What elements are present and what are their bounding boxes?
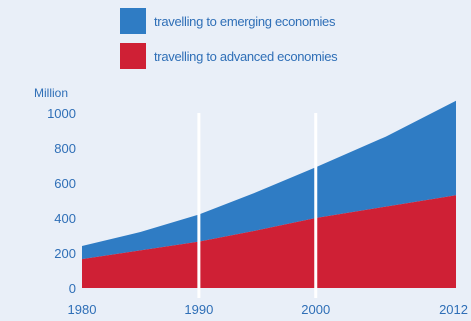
legend: travelling to emerging economies travell… [120, 8, 338, 78]
x-tick-label: 1990 [184, 302, 213, 317]
series-area-emerging [82, 100, 456, 260]
x-axis-ticks: 1980 1990 2000 2012 [68, 302, 468, 317]
y-tick-label: 0 [69, 281, 76, 296]
x-tick-label: 1980 [68, 302, 97, 317]
legend-swatch-advanced [120, 43, 146, 69]
legend-label-emerging: travelling to emerging economies [154, 13, 336, 29]
x-tick-label: 2012 [439, 302, 468, 317]
y-tick-label: 800 [54, 141, 76, 156]
y-axis-unit-label: Million [34, 86, 69, 100]
x-tick-label: 2000 [301, 302, 330, 317]
legend-swatch-emerging [120, 8, 146, 34]
legend-label-advanced: travelling to advanced economies [154, 48, 338, 64]
y-tick-label: 200 [54, 246, 76, 261]
y-axis-ticks: 0 200 400 600 800 1000 [47, 106, 76, 296]
y-tick-label: 1000 [47, 106, 76, 121]
chart-gridlines [197, 113, 318, 298]
series-area-advanced [82, 195, 456, 288]
y-tick-label: 400 [54, 211, 76, 226]
chart-areas [82, 100, 456, 288]
legend-item-emerging: travelling to emerging economies [120, 8, 337, 34]
legend-item-advanced: travelling to advanced economies [120, 43, 338, 69]
y-tick-label: 600 [54, 176, 76, 191]
